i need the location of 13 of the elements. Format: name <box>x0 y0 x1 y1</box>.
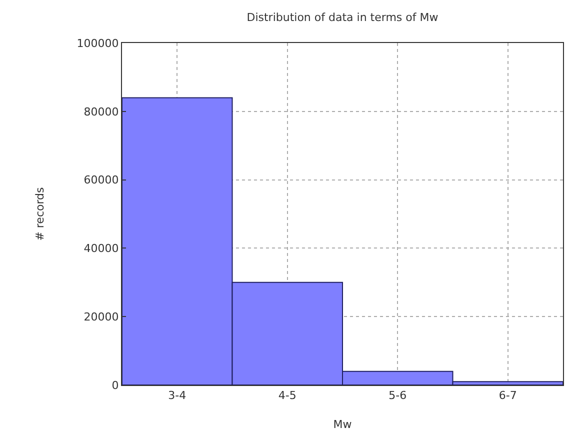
y-axis-title: # records <box>33 186 46 241</box>
y-tick-label: 40000 <box>84 242 119 256</box>
y-tick-label: 20000 <box>84 310 119 324</box>
y-tick-label: 80000 <box>84 105 119 118</box>
chart-title: Distribution of data in terms of Mw <box>246 10 438 24</box>
y-tick-label: 0 <box>112 378 119 392</box>
x-axis-title: Mw <box>333 418 352 431</box>
y-tick-label: 100000 <box>76 36 119 50</box>
y-tick-label: 60000 <box>84 174 119 187</box>
x-tick-label: 3-4 <box>168 389 186 402</box>
x-tick-label: 6-7 <box>498 389 517 402</box>
x-tick-label: 4-5 <box>278 389 296 402</box>
x-tick-label: 5-6 <box>388 389 407 402</box>
